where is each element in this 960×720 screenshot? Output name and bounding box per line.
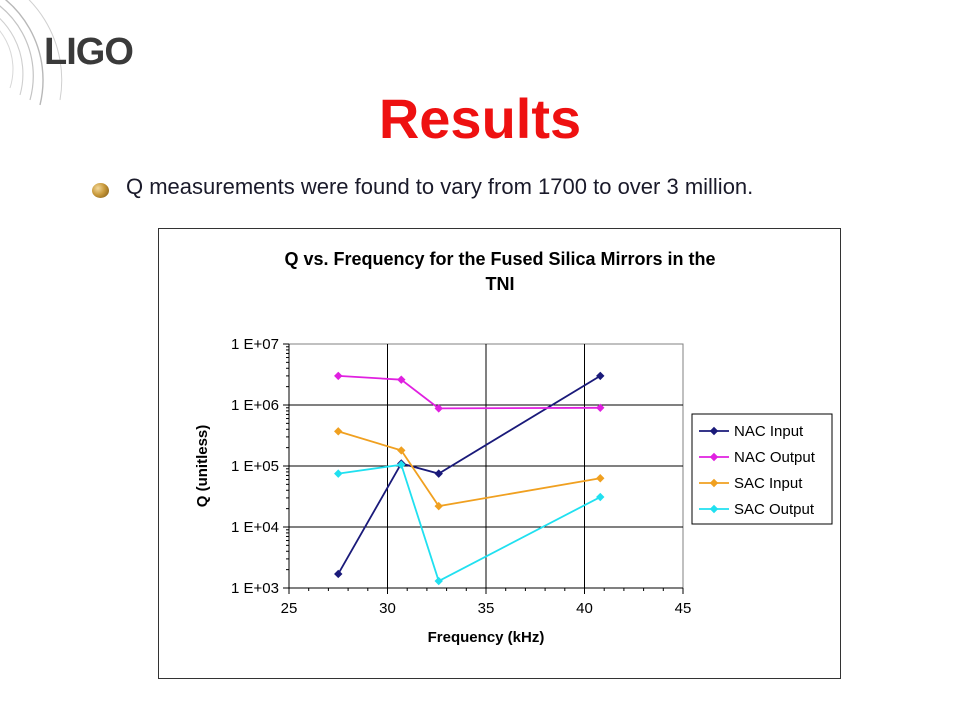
data-point-nac-output [596,403,605,412]
legend-label-sac-input: SAC Input [734,475,803,492]
slide-title: Results [378,87,582,150]
chart-title-line: Q vs. Frequency for the Fused Silica Mir… [284,249,715,269]
legend-marker-sac-output [709,504,719,514]
series-line-sac-output [338,463,601,583]
data-point-sac-input [397,446,406,455]
x-tick-label: 30 [379,600,396,617]
x-tick-label: 45 [675,600,692,617]
data-point-nac-output [397,375,406,384]
data-point-nac-input [434,469,443,478]
legend-label-nac-output: NAC Output [734,449,816,466]
legend-label-sac-output: SAC Output [734,501,815,518]
chart-title-line: TNI [486,274,515,294]
data-point-sac-output [334,469,343,478]
data-point-sac-output [596,492,605,502]
data-point-nac-input [596,371,605,381]
y-tick-label: 1 E+06 [231,397,279,414]
data-point-nac-output [334,371,343,381]
ligo-logo-text: LIGO [44,31,134,73]
data-point-sac-input [596,474,605,483]
chart-frame: Q vs. Frequency for the Fused Silica Mir… [158,228,841,679]
ligo-logo-arcs [0,0,63,106]
x-axis-label: Frequency (kHz) [428,629,545,646]
y-tick-label: 1 E+05 [231,458,279,475]
legend-marker-nac-output [709,452,719,462]
bullet-text: Q measurements were found to vary from 1… [126,174,754,199]
x-tick-label: 35 [478,600,495,617]
data-point-nac-input [334,569,343,579]
q-vs-frequency-chart: Q vs. Frequency for the Fused Silica Mir… [194,249,833,646]
y-tick-label: 1 E+03 [231,580,279,597]
data-point-nac-output [434,404,443,413]
series-line-nac-output [338,374,601,410]
legend-marker-nac-input [709,426,719,436]
data-point-sac-input [434,501,443,511]
series-line-nac-input [337,375,601,575]
y-tick-label: 1 E+07 [231,336,279,353]
data-point-sac-output [397,460,406,469]
x-tick-label: 40 [576,600,593,617]
y-tick-label: 1 E+04 [231,519,279,536]
x-tick-label: 25 [281,600,298,617]
data-point-sac-output [434,576,443,586]
series-line-sac-input [337,430,601,508]
legend-label-nac-input: NAC Input [734,423,804,440]
y-axis-label: Q (unitless) [194,425,211,508]
bullet-marker-icon [92,183,109,198]
data-point-sac-input [334,427,343,436]
legend-marker-sac-input [709,478,719,488]
